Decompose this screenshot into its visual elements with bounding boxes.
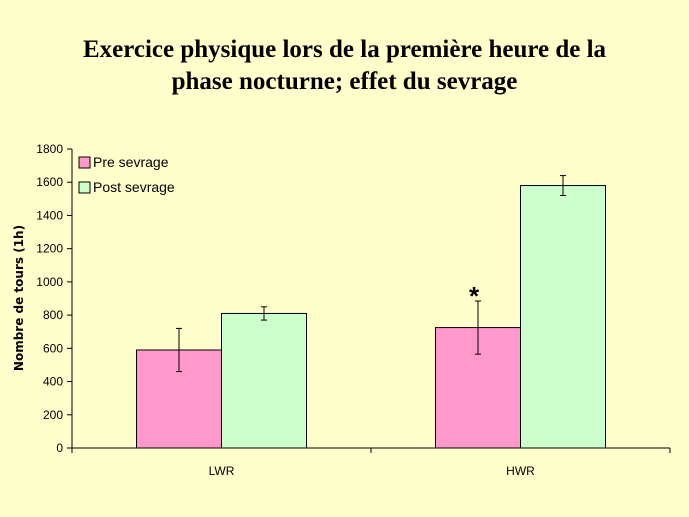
error-bar	[176, 327, 182, 373]
bars	[136, 185, 606, 449]
x-tick-label: HWR	[506, 464, 535, 478]
legend-label: Pre sevrage	[93, 154, 169, 170]
y-tick-label: 400	[43, 375, 63, 389]
error-bar	[261, 306, 267, 321]
legend: Pre sevrage Post sevrage	[78, 154, 175, 195]
y-tick-label: 1800	[36, 142, 63, 156]
y-tick-label: 1200	[36, 242, 63, 256]
y-tick-label: 1400	[36, 208, 63, 222]
y-tick-label: 1000	[36, 275, 63, 289]
annotations: *	[469, 281, 480, 311]
error-bar	[475, 300, 481, 355]
chart-title: Exercice physique lors de la première he…	[0, 34, 689, 98]
y-tick-label: 200	[43, 408, 63, 422]
bar-lwr-post-sevrage	[221, 312, 307, 449]
x-axis-ticks: LWR HWR	[71, 448, 671, 478]
y-axis-label: Nombre de tours (1h)	[12, 225, 26, 371]
y-axis-ticks: 0 200 400 600 800 1000 1200 1400 1600 1800	[36, 142, 72, 455]
chart-title-line-2: phase nocturne; effet du sevrage	[171, 68, 518, 95]
x-tick-label: LWR	[209, 464, 235, 478]
y-tick-label: 1600	[36, 175, 63, 189]
y-tick-label: 800	[43, 308, 63, 322]
y-tick-label: 600	[43, 341, 63, 355]
chart-title-line-1: Exercice physique lors de la première he…	[82, 36, 607, 63]
legend-swatch	[78, 181, 91, 194]
significance-marker: *	[469, 281, 480, 311]
error-bar	[560, 175, 566, 197]
bar-hwr-post-sevrage	[520, 185, 606, 449]
y-tick-label: 0	[56, 441, 63, 455]
legend-label: Post sevrage	[93, 179, 175, 195]
legend-swatch	[78, 156, 91, 169]
error-bars	[176, 175, 566, 373]
